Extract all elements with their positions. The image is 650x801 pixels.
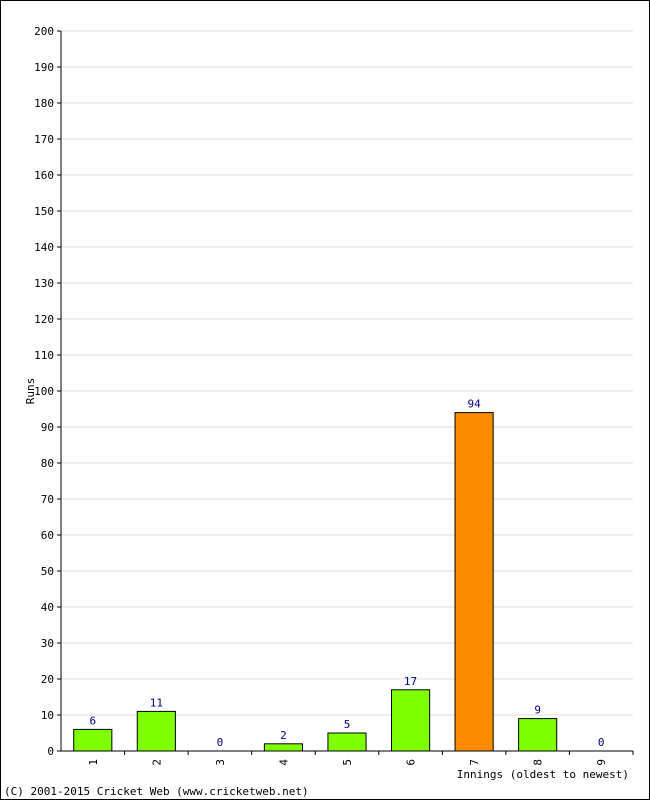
bar-value-label: 6: [89, 714, 96, 727]
bar-value-label: 2: [280, 729, 287, 742]
bar-value-label: 0: [598, 736, 605, 749]
bar-value-label: 9: [534, 704, 541, 717]
bar: [327, 732, 367, 752]
x-tick-label: 5: [341, 759, 354, 766]
y-tick-label: 180: [34, 97, 54, 110]
bar-value-label: 0: [217, 736, 224, 749]
y-tick-label: 30: [41, 637, 54, 650]
y-tick-label: 120: [34, 313, 54, 326]
y-tick-label: 90: [41, 421, 54, 434]
y-tick-label: 40: [41, 601, 54, 614]
x-tick-label: 1: [87, 759, 100, 766]
bar: [263, 743, 304, 752]
y-tick-label: 80: [41, 457, 54, 470]
x-tick-label: 4: [277, 759, 290, 766]
y-tick-label: 190: [34, 61, 54, 74]
bar-value-label: 94: [467, 398, 481, 411]
y-tick-label: 70: [41, 493, 54, 506]
y-tick-label: 170: [34, 133, 54, 146]
y-tick-label: 130: [34, 277, 54, 290]
x-tick-label: 7: [468, 759, 481, 766]
x-tick-label: 6: [405, 759, 418, 766]
y-tick-label: 50: [41, 565, 54, 578]
x-tick-label: 3: [214, 759, 227, 766]
y-tick-label: 10: [41, 709, 54, 722]
y-tick-label: 150: [34, 205, 54, 218]
value-labels: 6 11 0 2 5 17 94 9 0: [89, 398, 604, 749]
y-tick-label: 200: [34, 25, 54, 38]
bar-value-label: 11: [150, 696, 163, 709]
y-tick-label: 60: [41, 529, 54, 542]
x-axis-ticks: 1 2 3 4 5 6 7 8 9: [87, 751, 634, 766]
copyright-footer: (C) 2001-2015 Cricket Web (www.cricketwe…: [4, 785, 309, 798]
y-tick-label: 160: [34, 169, 54, 182]
y-tick-label: 0: [47, 745, 54, 758]
y-tick-label: 20: [41, 673, 54, 686]
y-tick-label: 110: [34, 349, 54, 362]
bar: [390, 689, 431, 752]
y-tick-label: 140: [34, 241, 54, 254]
y-axis-ticks: 0 10 20 30 40 50 60 70 80 90 100 110 120 130 140 150 160…: [34, 25, 61, 758]
bar: [136, 710, 176, 752]
bar: [454, 412, 494, 752]
grid-lines: [61, 30, 633, 716]
bar-value-label: 17: [404, 675, 417, 688]
bar: [518, 718, 558, 752]
x-tick-label: 9: [595, 759, 608, 766]
bars: [73, 412, 558, 752]
bar: [73, 728, 113, 752]
x-axis-label: Innings (oldest to newest): [457, 768, 629, 781]
x-tick-label: 8: [532, 759, 545, 766]
y-axis-label: Runs: [24, 378, 37, 405]
x-tick-label: 2: [150, 759, 163, 766]
bar-value-label: 5: [344, 718, 351, 731]
y-tick-label: 100: [34, 385, 54, 398]
